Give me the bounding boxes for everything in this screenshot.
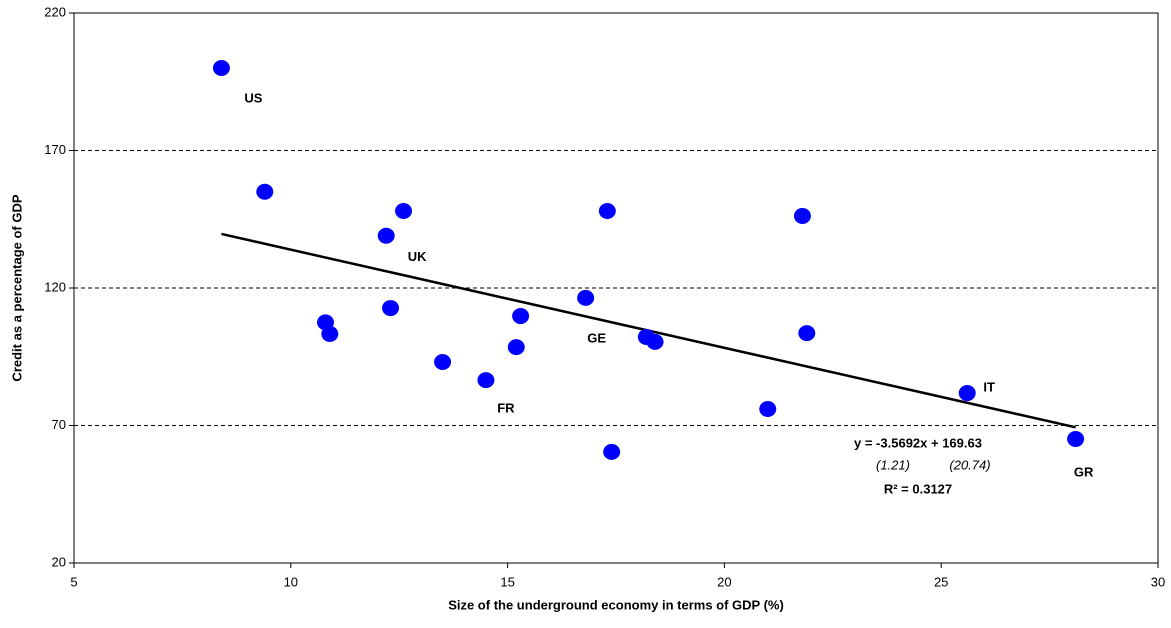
point <box>256 183 274 200</box>
plot-frame <box>73 12 1159 564</box>
point <box>577 289 595 306</box>
x-tick-label: 5 <box>70 574 77 589</box>
r-squared: R² = 0.3127 <box>884 481 952 496</box>
intercept-se: (20.74) <box>949 457 990 472</box>
y-tick-label: 70 <box>52 417 66 432</box>
point <box>598 203 616 219</box>
point-label: UK <box>408 249 427 264</box>
point-label: GE <box>587 330 606 345</box>
point <box>477 372 495 389</box>
point <box>958 385 976 402</box>
point-label: FR <box>497 401 515 416</box>
x-tick-label: 20 <box>717 574 731 589</box>
x-tick-label: 30 <box>1151 574 1165 589</box>
y-axis-label: Credit as a percentage of GDP <box>9 194 24 381</box>
point <box>512 308 530 325</box>
point <box>321 325 339 342</box>
point <box>434 353 452 370</box>
point <box>377 227 395 244</box>
x-tick-label: 25 <box>934 574 948 589</box>
point <box>212 60 230 76</box>
y-tick-label: 20 <box>52 554 66 569</box>
point-label: IT <box>983 379 995 394</box>
y-tick-label: 220 <box>44 4 66 19</box>
point <box>395 203 413 219</box>
y-tick-label: 170 <box>44 142 66 157</box>
slope-se: (1.21) <box>876 457 910 472</box>
point-label: GR <box>1074 464 1094 479</box>
x-axis-label: Size of the underground economy in terms… <box>448 597 784 612</box>
point <box>507 339 525 356</box>
point <box>382 300 400 317</box>
point <box>603 443 621 460</box>
x-tick-label: 15 <box>500 574 514 589</box>
point-label: US <box>244 90 262 105</box>
y-tick-label: 120 <box>44 279 66 294</box>
point <box>646 333 664 350</box>
trend-equation: y = -3.5692x + 169.63 <box>854 435 982 450</box>
point <box>1067 430 1085 447</box>
point <box>798 325 816 342</box>
point <box>793 207 811 224</box>
x-tick-label: 10 <box>284 574 298 589</box>
point <box>759 401 777 417</box>
